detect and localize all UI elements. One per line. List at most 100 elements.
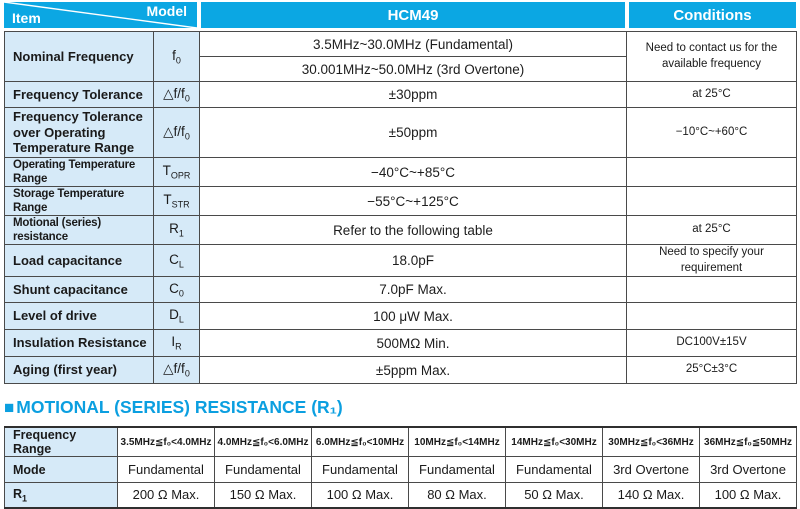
condition-cell: [626, 302, 797, 331]
symbol-cell: TOPR: [153, 156, 200, 188]
item-label: Load capacitance: [4, 244, 154, 278]
frequency-range-cell: 3.5MHz≦f₀<4.0MHz: [117, 426, 215, 458]
r1-value-cell: 200 Ω Max.: [117, 482, 215, 509]
item-label: Frequency Tolerance: [4, 81, 154, 108]
symbol-subscript: L: [178, 314, 184, 325]
table-row: Nominal Frequency f0 3.5MHz~30.0MHz (Fun…: [4, 31, 797, 82]
symbol-base: C: [169, 251, 179, 267]
symbol-base: C: [169, 280, 179, 296]
section-title-text: MOTIONAL (SERIES) RESISTANCE (R₁): [16, 397, 343, 418]
value-cell: −55°C~+125°C: [199, 186, 627, 217]
item-label: Frequency Tolerance over Operating Tempe…: [4, 107, 154, 158]
symbol-subscript: L: [178, 259, 184, 270]
mode-cell: Fundamental: [408, 456, 506, 484]
value-cell: 500MΩ Min.: [199, 329, 627, 358]
table-row: R1 200 Ω Max. 150 Ω Max. 100 Ω Max. 80 Ω…: [4, 482, 797, 509]
symbol-cell: C0: [153, 276, 200, 304]
symbol-cell: f0: [153, 31, 200, 82]
r1-value-cell: 100 Ω Max.: [311, 482, 409, 509]
item-label: Nominal Frequency: [4, 31, 154, 82]
value-cell: Refer to the following table: [199, 215, 627, 246]
r1-value-cell: 80 Ω Max.: [408, 482, 506, 509]
condition-cell: Need to contact us for the available fre…: [626, 31, 797, 82]
table-row: Frequency Tolerance △f/f0 ±30ppm at 25°C: [4, 81, 797, 108]
value-cell: 100 μW Max.: [199, 302, 627, 331]
header-gap: [197, 2, 201, 28]
value-cell: 7.0pF Max.: [199, 276, 627, 304]
symbol-subscript: 0: [178, 288, 184, 299]
spec-table-header: Item Model HCM49 Conditions: [4, 2, 796, 28]
symbol-cell: DL: [153, 302, 200, 331]
table-row: Aging (first year) △f/f0 ±5ppm Max. 25°C…: [4, 356, 797, 385]
row-label-r1: R1: [4, 482, 118, 509]
header-gap: [625, 2, 629, 28]
condition-cell: DC100V±15V: [626, 329, 797, 358]
mode-cell: 3rd Overtone: [699, 456, 797, 484]
symbol-cell: △f/f0: [153, 107, 200, 158]
row-label-mode: Mode: [4, 456, 118, 484]
diagonal-divider-line: [4, 2, 197, 28]
table-row: Insulation Resistance IR 500MΩ Min. DC10…: [4, 329, 797, 358]
table-row: Motional (series) resistance R1 Refer to…: [4, 215, 797, 246]
resistance-table: Frequency Range 3.5MHz≦f₀<4.0MHz 4.0MHz≦…: [4, 426, 797, 509]
item-label: Insulation Resistance: [4, 329, 154, 358]
symbol-subscript: 0: [184, 93, 190, 104]
header-model-name: HCM49: [201, 2, 625, 28]
condition-cell: [626, 186, 797, 217]
symbol-subscript: 1: [178, 228, 184, 239]
item-label: Shunt capacitance: [4, 276, 154, 304]
table-row: Level of drive DL 100 μW Max.: [4, 302, 797, 331]
symbol-cell: IR: [153, 329, 200, 358]
table-row: 30.001MHz~50.0MHz (3rd Overtone): [5, 56, 797, 82]
condition-cell: 25°C±3°C: [626, 356, 797, 385]
condition-cell: at 25°C: [626, 215, 797, 246]
header-item-model-cell: Item Model: [4, 2, 197, 28]
symbol-base: R: [169, 221, 179, 237]
r1-value-cell: 140 Ω Max.: [602, 482, 700, 509]
frequency-range-cell: 4.0MHz≦f₀<6.0MHz: [214, 426, 312, 458]
mode-cell: Fundamental: [117, 456, 215, 484]
mode-cell: Fundamental: [505, 456, 603, 484]
r1-value-cell: 150 Ω Max.: [214, 482, 312, 509]
condition-cell: −10°C~+60°C: [626, 107, 797, 158]
value-cell: −40°C~+85°C: [199, 156, 627, 188]
table-row: Load capacitance CL 18.0pF Need to speci…: [4, 244, 797, 278]
table-row: Storage Temperature Range TSTR −55°C~+12…: [4, 186, 797, 217]
item-label: Storage Temperature Range: [4, 186, 154, 217]
r1-value-cell: 100 Ω Max.: [699, 482, 797, 509]
table-row: Operating Temperature Range TOPR −40°C~+…: [4, 156, 797, 188]
symbol-subscript: 0: [175, 55, 181, 66]
value-cell: ±30ppm: [199, 81, 627, 108]
symbol-subscript: R: [175, 341, 182, 352]
value-cell: ±50ppm: [199, 107, 627, 158]
frequency-range-cell: 10MHz≦f₀<14MHz: [408, 426, 506, 458]
value-cell: 30.001MHz~50.0MHz (3rd Overtone): [199, 56, 627, 82]
symbol-base: T: [162, 163, 171, 179]
spec-table: Nominal Frequency f0 3.5MHz~30.0MHz (Fun…: [4, 31, 797, 385]
mode-cell: Fundamental: [214, 456, 312, 484]
frequency-range-cell: 6.0MHz≦f₀<10MHz: [311, 426, 409, 458]
symbol-subscript: 0: [184, 368, 190, 379]
item-label: Level of drive: [4, 302, 154, 331]
symbol-cell: R1: [153, 215, 200, 246]
symbol-base: D: [169, 307, 179, 323]
square-bullet-icon: ■: [4, 397, 15, 417]
section-title: ■ MOTIONAL (SERIES) RESISTANCE (R₁): [4, 397, 796, 418]
condition-cell: [626, 276, 797, 304]
symbol-base: f: [172, 47, 176, 63]
symbol-subscript: STR: [171, 199, 190, 210]
table-row: Frequency Range 3.5MHz≦f₀<4.0MHz 4.0MHz≦…: [4, 426, 797, 458]
symbol-base: △f/f: [163, 85, 185, 101]
symbol-subscript: 0: [184, 131, 190, 142]
symbol-base: △f/f: [163, 123, 185, 139]
symbol-base: △f/f: [163, 361, 185, 377]
symbol-subscript: OPR: [170, 170, 191, 181]
symbol-base: I: [171, 334, 176, 350]
symbol-cell: TSTR: [153, 186, 200, 217]
item-label: Motional (series) resistance: [4, 215, 154, 246]
symbol-cell: △f/f0: [153, 356, 200, 385]
item-label: Operating Temperature Range: [4, 156, 154, 188]
frequency-range-cell: 30MHz≦f₀<36MHz: [602, 426, 700, 458]
condition-cell: Need to specify your requirement: [626, 244, 797, 278]
